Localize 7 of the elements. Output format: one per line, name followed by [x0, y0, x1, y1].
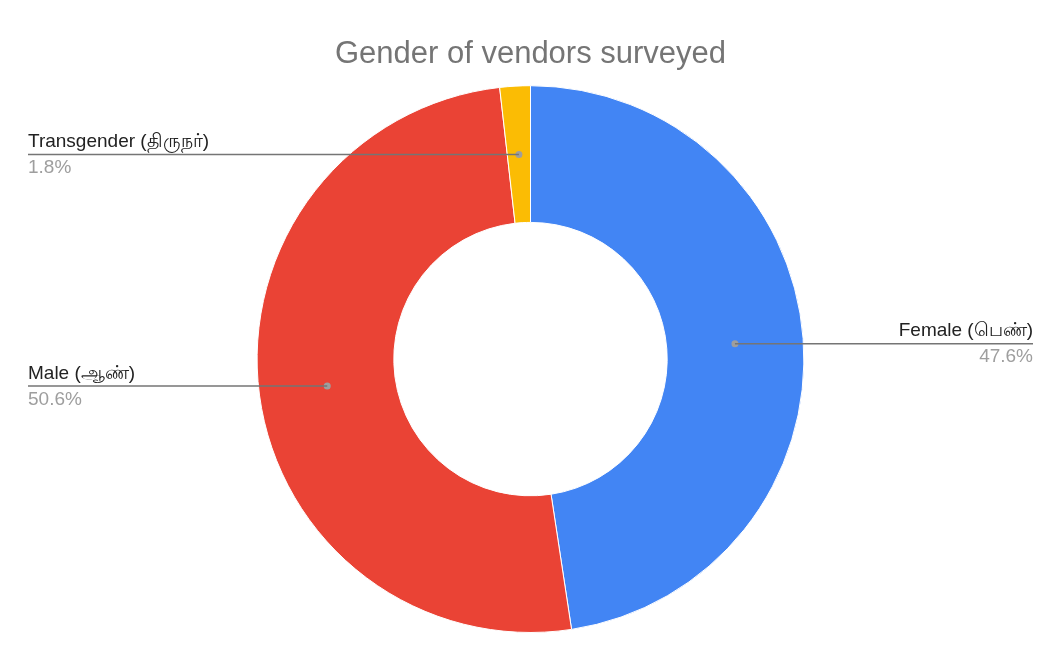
chart-title: Gender of vendors surveyed: [334, 35, 727, 71]
data-label: 50.6%: [28, 387, 82, 409]
data-label: 47.6%: [979, 345, 1034, 367]
slice-label: Transgender (திருநர்): [28, 130, 209, 154]
slice-label: Male (ஆண்): [28, 361, 136, 383]
slice-label: Female (பெண்): [898, 319, 1033, 341]
data-label: 1.8%: [28, 156, 72, 178]
